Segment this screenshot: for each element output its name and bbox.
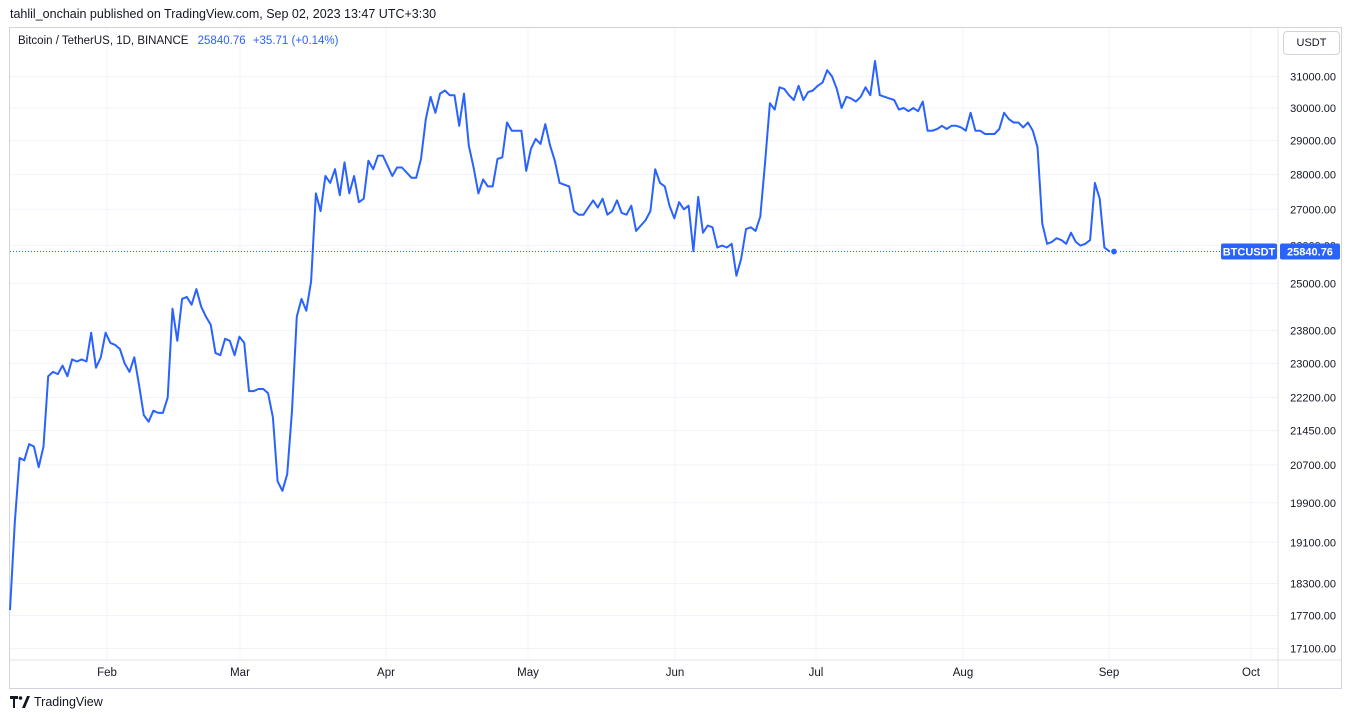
- y-tick-label: 29000.00: [1290, 136, 1336, 148]
- symbol-badge-bg: [1221, 243, 1277, 260]
- last-price-badges: BTCUSDT 25840.76: [1221, 243, 1340, 260]
- last-value: 25840.76: [197, 35, 246, 47]
- y-tick-label: 18300.00: [1290, 578, 1336, 590]
- last-price-point: [1109, 247, 1119, 256]
- tradingview-brand-text: TradingView: [34, 695, 103, 709]
- x-axis-ticks: Feb Mar Apr May Jun Jul Aug Sep Oct: [97, 667, 1261, 679]
- x-tick-label: Jun: [666, 667, 685, 679]
- x-tick-label: Jul: [809, 667, 824, 679]
- y-tick-label: 21450.00: [1290, 426, 1336, 438]
- y-tick-label: 31000.00: [1290, 71, 1336, 83]
- y-tick-label: 20700.00: [1290, 460, 1336, 472]
- y-axis-ticks: 31000.00 30000.00 29000.00 28000.00 27000.00…: [1290, 71, 1336, 655]
- published-by-text: tahlil_onchain published on TradingView.…: [10, 7, 437, 21]
- change-value: +35.71 (+0.14%): [252, 35, 339, 47]
- tradingview-logo[interactable]: TradingView: [10, 695, 103, 709]
- y-tick-label: 19900.00: [1290, 498, 1336, 510]
- x-tick-label: Oct: [1242, 667, 1261, 679]
- symbol-badge: BTCUSDT: [1223, 247, 1276, 259]
- price-badge: 25840.76: [1287, 247, 1333, 259]
- y-tick-label: 22200.00: [1290, 393, 1336, 405]
- currency-button[interactable]: USDT: [1283, 31, 1340, 55]
- y-tick-label: 23000.00: [1290, 359, 1336, 371]
- symbol-legend: Bitcoin / TetherUS, 1D, BINANCE 25840.76…: [18, 35, 338, 47]
- x-tick-label: Sep: [1099, 667, 1119, 679]
- price-badge-bg: [1280, 243, 1340, 260]
- y-tick-label: 27000.00: [1290, 204, 1336, 216]
- grid-layer: [10, 28, 1341, 688]
- tradingview-icon: [10, 696, 30, 708]
- symbol-title: Bitcoin / TetherUS, 1D, BINANCE: [18, 35, 189, 47]
- x-tick-label: Mar: [230, 667, 250, 679]
- y-tick-label: 28000.00: [1290, 169, 1336, 181]
- x-tick-label: Apr: [377, 667, 395, 679]
- x-tick-label: May: [517, 667, 539, 679]
- y-tick-label: 19100.00: [1290, 537, 1336, 549]
- x-tick-label: Feb: [97, 667, 117, 679]
- series-line-btcusdt: [9, 60, 1115, 611]
- x-tick-label: Aug: [953, 667, 973, 679]
- y-tick-label: 30000.00: [1290, 103, 1336, 115]
- y-tick-label: 25000.00: [1290, 278, 1336, 290]
- y-tick-label: 17700.00: [1290, 611, 1336, 623]
- y-tick-label: 17100.00: [1290, 644, 1336, 656]
- y-tick-label: 23800.00: [1290, 326, 1336, 338]
